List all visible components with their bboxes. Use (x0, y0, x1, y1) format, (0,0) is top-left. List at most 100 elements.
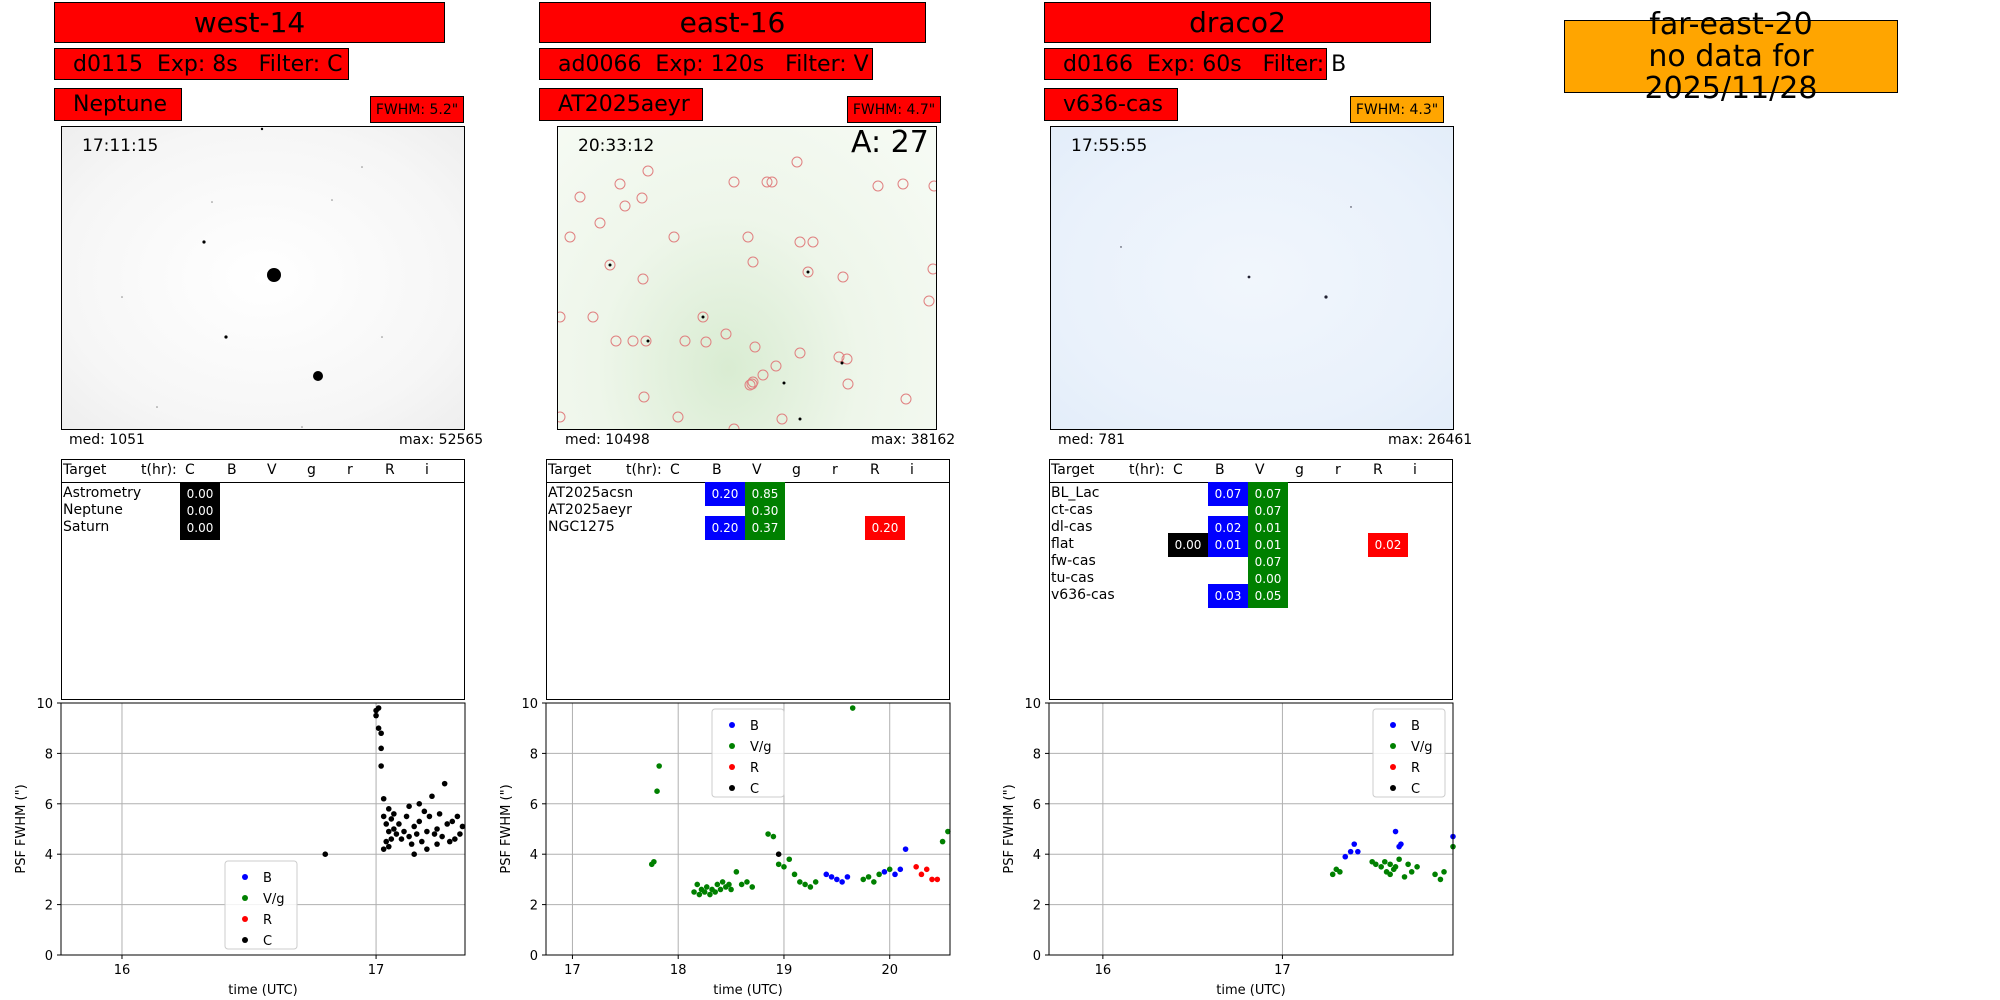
data-point-Vg (1378, 864, 1384, 870)
sky-image[interactable] (557, 126, 937, 430)
legend-label-R: R (263, 913, 272, 928)
data-point-C (439, 833, 445, 840)
fwhm-chart: 0 2 4 6 8 10 17 18 19 20 time (UTC) PSF FWHM (") B V/… (499, 697, 951, 997)
source-marker (770, 360, 782, 372)
faint-star (211, 201, 213, 203)
source-marker (791, 156, 803, 168)
source-marker (747, 256, 759, 268)
table-row-target[interactable]: AT2025acsn (548, 485, 634, 501)
data-point-C (380, 795, 387, 802)
telescope-title: east-16 (539, 2, 926, 43)
table-row-target[interactable]: Neptune (63, 502, 123, 518)
star (840, 361, 844, 365)
data-point-Vg (654, 788, 660, 794)
data-point-Vg (871, 879, 877, 885)
table-row-target[interactable]: NGC1275 (548, 519, 615, 535)
data-point-Vg (714, 881, 721, 888)
data-point-C (385, 828, 392, 835)
data-point-Vg (749, 884, 756, 890)
y-tick-label: 8 (530, 747, 538, 762)
data-point-C (398, 836, 405, 842)
table-cell-B: 0.03 (1208, 584, 1248, 608)
star (806, 270, 810, 274)
source-marker (627, 335, 639, 347)
legend-label-R: R (1411, 761, 1420, 776)
data-point-C (426, 813, 433, 820)
source-marker (558, 311, 566, 323)
table-header-filter-C: C (670, 462, 680, 478)
table-header-filter-r: r (347, 462, 353, 478)
source-marker (668, 231, 680, 243)
data-point-B (828, 874, 835, 880)
sky-image[interactable] (61, 126, 465, 430)
data-point-Vg (1432, 871, 1438, 878)
data-point-C (391, 811, 397, 817)
data-point-B (834, 876, 840, 883)
data-point-C (434, 841, 440, 847)
star (224, 335, 228, 339)
legend-marker-R (242, 916, 248, 922)
data-point-Vg (707, 891, 713, 898)
table-cell-B: 0.01 (1208, 533, 1248, 557)
fwhm-badge: FWHM: 4.7" (847, 96, 941, 123)
x-tick-label: 17 (564, 963, 581, 978)
data-point-C (375, 705, 382, 711)
data-point-Vg (945, 828, 951, 835)
data-point-C (416, 801, 423, 807)
x-tick-label: 17 (368, 963, 385, 978)
table-row-target[interactable]: AT2025aeyr (548, 502, 632, 518)
star (1247, 275, 1251, 279)
y-tick-label: 8 (45, 747, 53, 762)
data-point-Vg (744, 879, 750, 885)
source-marker (636, 192, 648, 204)
table-row-target[interactable]: Saturn (63, 519, 110, 535)
data-point-C (446, 838, 453, 845)
plot-frame (545, 702, 951, 956)
data-point-B (839, 879, 845, 885)
plot-frame (1048, 702, 1454, 956)
table-header-target: Target (63, 462, 107, 478)
source-marker (872, 180, 884, 192)
data-point-B (1347, 848, 1354, 855)
table-row-target[interactable]: v636-cas (1051, 587, 1115, 603)
data-point-C (406, 833, 412, 840)
data-point-C (403, 813, 410, 820)
x-axis-label: time (UTC) (1216, 983, 1285, 997)
faint-star (361, 166, 363, 168)
table-header-filter-R: R (1373, 462, 1383, 478)
table-header-divider (62, 482, 464, 483)
data-point-Vg (719, 879, 726, 885)
y-tick-label: 10 (36, 697, 53, 712)
legend-marker-B (729, 722, 735, 728)
x-tick-label: 19 (776, 963, 793, 978)
legend-marker-C (1390, 785, 1396, 791)
table-row-target[interactable]: tu-cas (1051, 570, 1094, 586)
source-marker (807, 236, 819, 248)
x-axis-label: time (UTC) (228, 983, 297, 997)
source-marker (728, 176, 740, 188)
table-row-target[interactable]: dl-cas (1051, 519, 1093, 535)
legend-label-R: R (750, 761, 759, 776)
table-row-target[interactable]: fw-cas (1051, 553, 1096, 569)
data-point-C (416, 818, 423, 825)
table-cell-C: 0.00 (1168, 533, 1208, 557)
image-max: max: 26461 (1388, 432, 1473, 448)
data-point-R (918, 871, 925, 878)
far-east-no-data-message: no data for 2025/11/28 (1644, 38, 1818, 106)
table-row-target[interactable]: flat (1051, 536, 1074, 552)
table-header-filter-i: i (425, 462, 429, 478)
table-row-target[interactable]: Astrometry (63, 485, 142, 501)
data-point-B (823, 871, 830, 878)
data-point-C (383, 838, 390, 845)
table-row-target[interactable]: BL_Lac (1051, 485, 1100, 501)
sky-image[interactable] (1050, 126, 1454, 430)
data-point-C (385, 806, 392, 812)
fwhm-badge: FWHM: 5.2" (370, 96, 464, 123)
source-marker (642, 165, 654, 177)
current-target: Neptune (54, 88, 182, 121)
table-row-target[interactable]: ct-cas (1051, 502, 1093, 518)
data-point-Vg (876, 871, 882, 878)
data-point-Vg (765, 831, 771, 837)
data-point-Vg (770, 833, 777, 840)
data-point-Vg (694, 881, 701, 888)
